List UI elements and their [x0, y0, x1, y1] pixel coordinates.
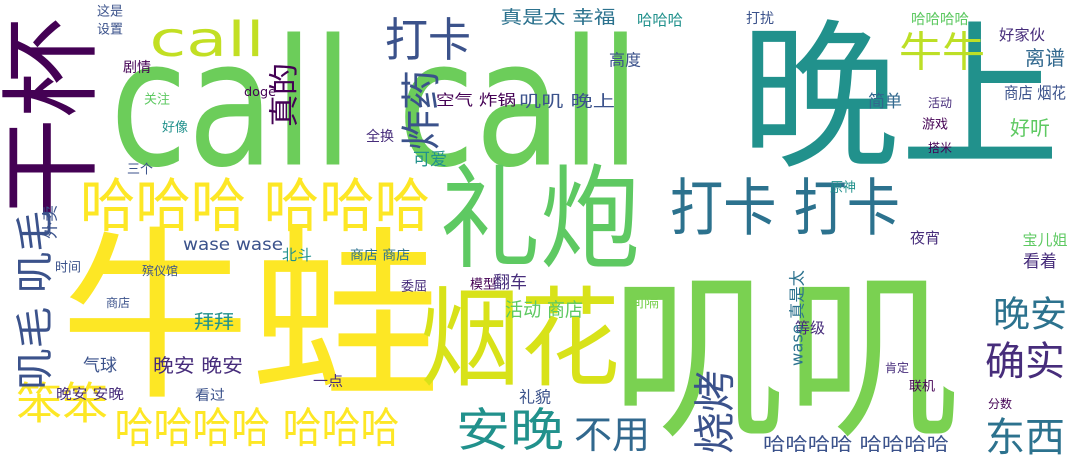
word: 安晚 [456, 403, 564, 457]
word: 分数 [988, 396, 1012, 411]
word: 确实 [985, 339, 1065, 385]
word: 好听 [1010, 116, 1050, 140]
word: 搭米 [928, 141, 952, 155]
word: 等级 [795, 319, 825, 337]
word: 不用 [574, 413, 650, 457]
word: 烧烤 [691, 370, 740, 454]
word: 商店 商店 [350, 249, 410, 264]
word: 哈哈哈 [637, 11, 683, 29]
word: 时间 [55, 261, 81, 276]
word: call [150, 12, 265, 68]
word: 这是 [97, 4, 123, 20]
word: 简单 [868, 92, 902, 112]
word: 看过 [195, 388, 225, 404]
word: wase 真是太 [788, 270, 807, 366]
word: 真是太 幸福 [501, 8, 616, 29]
word: 晚安 晚安 [153, 355, 243, 377]
word: 离谱 [1025, 46, 1065, 70]
word: 炸药 [399, 70, 445, 150]
word: 东西 [985, 415, 1065, 461]
word: 北斗 [282, 246, 312, 264]
word: 剧情 [123, 60, 151, 76]
word: doge [244, 85, 276, 99]
word: 晚上 [740, 5, 1060, 192]
word: call call [110, 4, 640, 207]
word: 笨笨 [16, 379, 108, 430]
word: 联机 [909, 380, 935, 395]
word: 打扰 [746, 10, 774, 27]
word: 可爱 [413, 150, 447, 170]
word: 空气 炸锅 [436, 91, 516, 109]
word: 三个 [127, 163, 153, 178]
word: 牛牛 [899, 28, 985, 77]
word: 全换 [366, 128, 394, 145]
word: 设置 [97, 23, 123, 38]
word: 肯定 [885, 360, 909, 375]
word: 外卖 [41, 205, 60, 239]
word: 夜宵 [910, 229, 940, 247]
word: 牛蛙 [60, 210, 440, 426]
word: 气球 [83, 356, 117, 376]
word: 好家伙 [999, 26, 1045, 44]
word: 间隔 [629, 293, 659, 311]
word: 晚安 安晚 [56, 387, 124, 403]
word: 委屈 [401, 280, 427, 295]
word: 哈哈哈哈 哈哈哈 [115, 404, 400, 453]
word: 礼貌 [519, 388, 551, 407]
word: 殡仪馆 [142, 263, 178, 278]
word: 打卡 [385, 13, 471, 67]
word: 烟花 [420, 278, 620, 403]
word: 拜拜 [194, 311, 234, 333]
word: 商店 [106, 295, 130, 310]
word: 商店 烟花 [1004, 84, 1066, 103]
word: 关注 [144, 93, 170, 108]
word: 叽毛 叽毛 [13, 210, 57, 390]
word: 好像 [162, 121, 188, 136]
word: 高度 [609, 51, 641, 70]
word: 看着 [1023, 252, 1057, 272]
word: 哈哈哈哈 [911, 12, 969, 28]
word: 哈哈哈哈 哈哈哈哈 [763, 435, 949, 456]
word: 翻车 [493, 273, 527, 293]
word: 活动 商店 [505, 299, 583, 321]
word: 晚安 [993, 295, 1067, 336]
word: 游戏 [922, 118, 948, 133]
word: 一点 [313, 374, 343, 390]
word: 原神 [830, 181, 856, 196]
word: 真的 [268, 63, 303, 127]
word: 宝儿姐 [1023, 231, 1068, 249]
word: wase wase [183, 235, 283, 255]
word: 叽叽 [610, 256, 960, 463]
word: 叽叽 晚上 [519, 92, 615, 111]
word: 礼炮 [440, 155, 640, 285]
word: 活动 [928, 96, 952, 110]
word: 干杯 [0, 18, 111, 218]
word: 模型 [470, 278, 496, 293]
word: 哈哈哈 哈哈哈 [80, 172, 430, 240]
word: 打卡 打卡 [670, 172, 900, 245]
